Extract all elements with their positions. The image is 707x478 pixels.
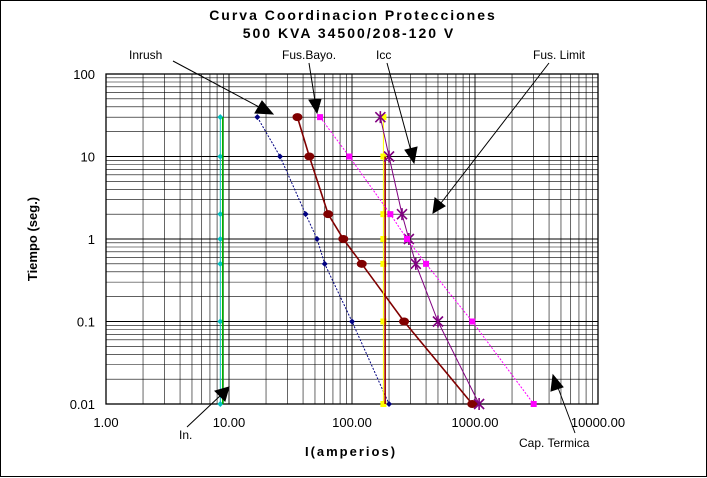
data-point (380, 318, 387, 325)
annotation-arrows (172, 60, 576, 434)
fus-limit-arrow (440, 62, 550, 204)
icc-arrow (386, 62, 412, 152)
data-point (467, 400, 478, 408)
x-tick-label: 100.00 (332, 415, 372, 430)
data-point (380, 236, 387, 242)
fus-bayo-arrow (308, 62, 316, 102)
data-point (217, 318, 224, 325)
x-tick-label: 10000.00 (571, 415, 625, 430)
y-tick-label: 1 (88, 232, 95, 247)
data-point (386, 401, 393, 407)
annotation-icc-label: Icc (376, 48, 391, 62)
data-point (338, 235, 349, 243)
inrush-arrow (172, 60, 262, 109)
series-in- (217, 114, 224, 407)
data-point (410, 257, 422, 270)
y-tick-label: 10 (81, 150, 95, 165)
y-tick-label: 100 (73, 67, 95, 82)
data-point (432, 315, 444, 328)
y-tick-labels: 0.01 0.1 1 10 100 (70, 67, 95, 412)
icc-arrowhead (404, 146, 418, 165)
y-axis-title: Tiempo (seg.) (25, 197, 40, 281)
data-point (530, 401, 537, 407)
data-point (346, 153, 353, 160)
x-tick-label: 1.00 (93, 415, 118, 430)
cap-termica-arrow (556, 384, 576, 434)
data-point (277, 153, 284, 160)
data-point (404, 236, 411, 242)
y-tick-label: 0.1 (77, 315, 95, 330)
data-point (217, 153, 224, 160)
fus-limit-arrowhead (432, 197, 446, 214)
data-point (399, 317, 410, 326)
data-point (380, 114, 387, 121)
data-point (396, 208, 408, 221)
data-point (217, 211, 224, 218)
data-point (321, 260, 328, 267)
data-point (387, 211, 394, 218)
data-point (473, 398, 485, 410)
annotation-in-label: In. (179, 428, 192, 442)
fus-bayo-arrowhead (308, 98, 322, 115)
series-fus-bayo- (292, 113, 478, 408)
data-point (349, 318, 355, 325)
data-point (383, 150, 395, 163)
inrush-arrowhead (254, 100, 275, 115)
data-point (380, 260, 387, 267)
data-point (356, 259, 367, 268)
x-tick-label: 10.00 (213, 415, 246, 430)
in-arrow (186, 394, 222, 428)
series-inrush (254, 114, 393, 407)
data-point (380, 401, 387, 407)
series-fus-limit (374, 111, 485, 410)
chart-subtitle: 500 KVA 34500/208-120 V (243, 25, 456, 41)
chart-title: Curva Coordinacion Protecciones (209, 7, 497, 23)
data-point (217, 114, 224, 121)
annotation-fus-bayo-label: Fus.Bayo. (282, 48, 336, 62)
data-point (217, 260, 224, 267)
data-point (374, 111, 386, 124)
data-point (323, 210, 334, 219)
annotation-inrush-label: Inrush (129, 48, 162, 62)
annotation-cap-termica-label: Cap. Termica (519, 436, 590, 450)
data-point (304, 152, 315, 161)
data-point (317, 114, 324, 121)
x-axis-title: I(amperios) (305, 444, 397, 459)
annotation-fus-limit-label: Fus. Limit (533, 48, 586, 62)
data-point (217, 236, 224, 242)
series-cap-termica (317, 114, 537, 407)
x-tick-labels: 1.00 10.00 100.00 1000.00 10000.00 (93, 415, 625, 430)
plot-grid (105, 74, 598, 405)
cap-termica-arrowhead (550, 373, 564, 392)
data-point (469, 318, 476, 325)
data-point (217, 401, 224, 407)
data-point (423, 260, 430, 267)
x-tick-label: 1000.00 (452, 415, 499, 430)
plot-area-border (105, 73, 599, 405)
data-point (254, 114, 261, 121)
data-point (380, 153, 387, 160)
data-point (380, 211, 387, 218)
series-layer (217, 111, 537, 410)
y-tick-label: 0.01 (70, 397, 95, 412)
series-icc (380, 114, 387, 407)
in-arrowhead (214, 386, 230, 402)
data-point (292, 113, 303, 122)
data-point (314, 236, 321, 242)
data-point (302, 211, 309, 218)
